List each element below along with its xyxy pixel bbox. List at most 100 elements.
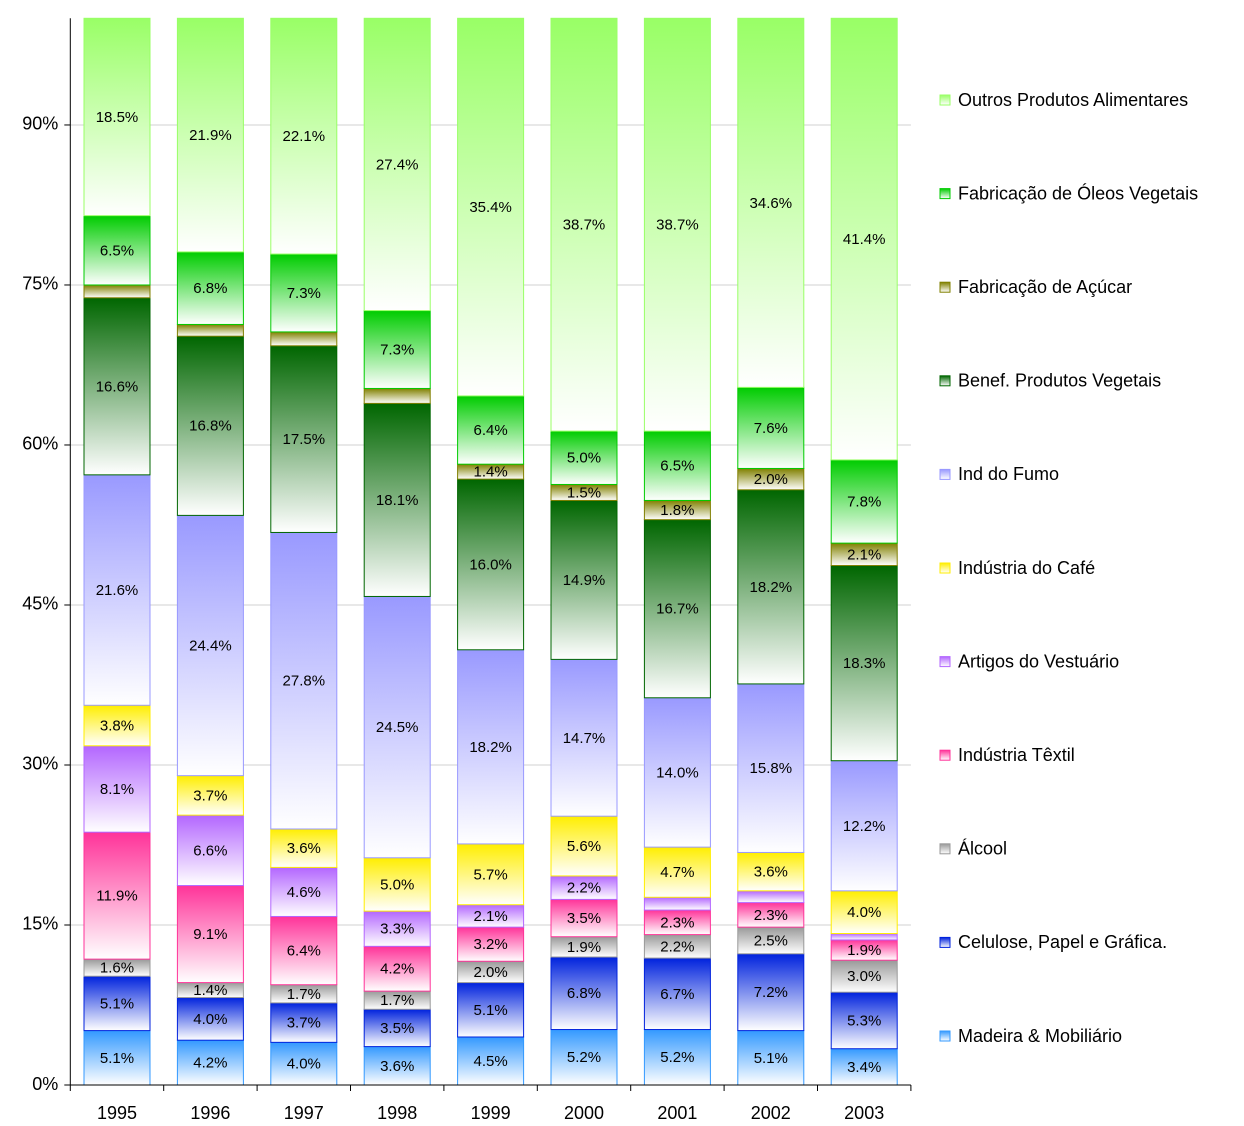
data-label: 4.0% bbox=[193, 1011, 227, 1028]
data-label: 2.0% bbox=[473, 964, 507, 981]
data-label: 15.8% bbox=[750, 760, 793, 777]
bar-segment bbox=[830, 933, 898, 941]
bar-segment bbox=[550, 658, 618, 817]
legend-swatch bbox=[939, 562, 951, 574]
bar-segment bbox=[363, 595, 431, 859]
bar-segment bbox=[643, 430, 711, 501]
bar-segment bbox=[270, 331, 338, 347]
data-label: 5.3% bbox=[847, 1012, 881, 1029]
bar-segment bbox=[83, 284, 151, 299]
bar-segment bbox=[643, 17, 711, 432]
bar-segment bbox=[737, 386, 805, 469]
data-label: 18.2% bbox=[750, 579, 793, 596]
bar-segment bbox=[550, 499, 618, 660]
x-tick-label: 2002 bbox=[751, 1103, 791, 1123]
bar-segment bbox=[457, 843, 525, 906]
data-label: 27.4% bbox=[376, 156, 419, 173]
bar-segment bbox=[643, 697, 711, 848]
bar-segment bbox=[83, 17, 151, 217]
bar-segment bbox=[643, 519, 711, 699]
legend-swatch bbox=[939, 749, 951, 761]
bar-segment bbox=[737, 926, 805, 955]
data-label: 6.5% bbox=[100, 242, 134, 259]
data-label: 9.1% bbox=[193, 926, 227, 943]
bar-segment bbox=[176, 335, 244, 516]
data-label: 3.5% bbox=[567, 910, 601, 927]
data-label: 3.5% bbox=[380, 1020, 414, 1037]
data-label: 5.0% bbox=[380, 876, 414, 893]
legend-label: Fabricação de Açúcar bbox=[958, 277, 1132, 297]
data-label: 5.7% bbox=[473, 866, 507, 883]
data-label: 22.1% bbox=[283, 128, 326, 145]
data-label: 1.7% bbox=[287, 986, 321, 1003]
y-tick-label: 30% bbox=[22, 754, 58, 774]
y-tick-label: 45% bbox=[22, 594, 58, 614]
data-label: 7.3% bbox=[380, 341, 414, 358]
bar-segment bbox=[830, 1048, 898, 1086]
bar-segment bbox=[457, 649, 525, 845]
data-label: 1.5% bbox=[567, 484, 601, 501]
bar-segment bbox=[830, 459, 898, 544]
legend-label: Indústria do Café bbox=[958, 558, 1095, 578]
data-label: 3.7% bbox=[193, 787, 227, 804]
bar-segment bbox=[270, 17, 338, 255]
data-label: 6.6% bbox=[193, 842, 227, 859]
data-label: 5.6% bbox=[567, 838, 601, 855]
bar-segment bbox=[83, 704, 151, 747]
data-label: 6.5% bbox=[660, 458, 694, 475]
data-label: 24.4% bbox=[189, 637, 232, 654]
data-label: 7.8% bbox=[847, 493, 881, 510]
bar-segment bbox=[176, 775, 244, 816]
data-label: 2.1% bbox=[473, 908, 507, 925]
bar-segment bbox=[176, 17, 244, 253]
data-label: 2.3% bbox=[660, 914, 694, 931]
bar-segment bbox=[457, 478, 525, 651]
legend-swatch bbox=[939, 843, 951, 855]
bar-segment bbox=[737, 1030, 805, 1086]
bar-segment bbox=[83, 297, 151, 476]
data-label: 4.0% bbox=[847, 904, 881, 921]
data-label: 21.6% bbox=[96, 582, 139, 599]
bar-segment bbox=[737, 17, 805, 388]
data-label: 38.7% bbox=[656, 217, 699, 234]
data-label: 2.2% bbox=[567, 880, 601, 897]
data-label: 5.1% bbox=[473, 1002, 507, 1019]
data-label: 3.2% bbox=[473, 936, 507, 953]
data-label: 16.0% bbox=[469, 556, 512, 573]
legend-label: Celulose, Papel e Gráfica. bbox=[958, 932, 1167, 952]
data-label: 16.7% bbox=[656, 601, 699, 618]
bar-segment bbox=[830, 17, 898, 461]
bar-segment bbox=[176, 885, 244, 984]
data-label: 12.2% bbox=[843, 818, 886, 835]
data-label: 7.2% bbox=[754, 984, 788, 1001]
data-label: 18.1% bbox=[376, 492, 419, 509]
data-label: 5.1% bbox=[100, 1050, 134, 1067]
data-label: 38.7% bbox=[563, 217, 606, 234]
data-label: 3.6% bbox=[287, 840, 321, 857]
legend-swatch bbox=[939, 936, 951, 948]
data-label: 11.9% bbox=[96, 888, 137, 905]
data-label: 14.0% bbox=[656, 764, 699, 781]
data-label: 1.7% bbox=[380, 992, 414, 1009]
bar-segment bbox=[737, 890, 805, 904]
bar-segment bbox=[83, 745, 151, 833]
data-label: 5.2% bbox=[660, 1049, 694, 1066]
data-label: 4.2% bbox=[193, 1055, 227, 1072]
data-label: 18.3% bbox=[843, 655, 886, 672]
data-label: 1.4% bbox=[473, 464, 507, 481]
bar-segment bbox=[643, 1029, 711, 1086]
data-label: 2.3% bbox=[754, 907, 788, 924]
bar-segment bbox=[737, 851, 805, 892]
bar-segment bbox=[457, 926, 525, 962]
data-label: 6.7% bbox=[660, 986, 694, 1003]
bar-segment bbox=[363, 310, 431, 389]
bar-segment bbox=[83, 474, 151, 706]
bar-segment bbox=[270, 531, 338, 830]
data-label: 1.4% bbox=[193, 982, 227, 999]
bar-segment bbox=[457, 1036, 525, 1086]
data-label: 6.4% bbox=[287, 943, 321, 960]
data-label: 4.5% bbox=[473, 1053, 507, 1070]
x-tick-label: 1997 bbox=[284, 1103, 324, 1123]
data-label: 35.4% bbox=[469, 199, 512, 216]
